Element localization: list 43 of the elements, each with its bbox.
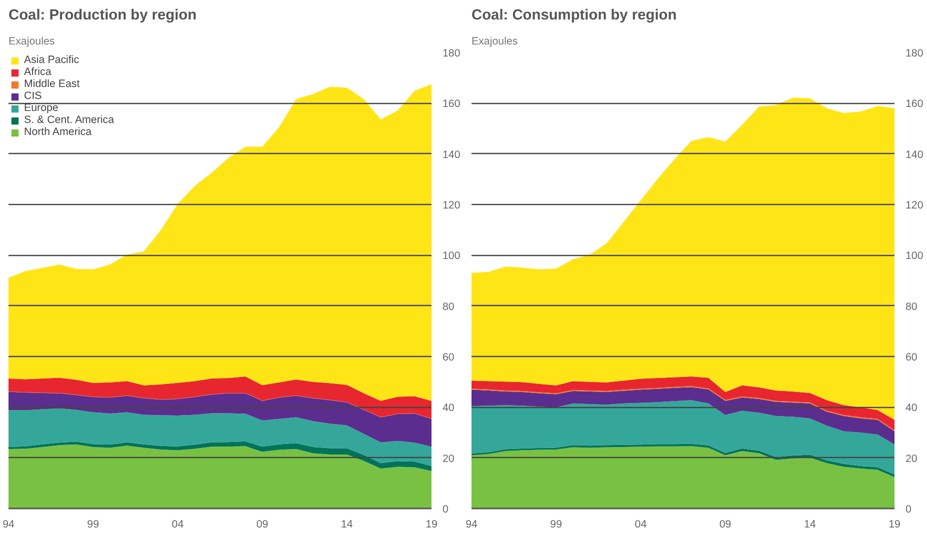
- y-tick-label: 160: [906, 98, 924, 110]
- x-tick-label: 04: [634, 518, 647, 530]
- y-tick-label: 60: [442, 352, 454, 364]
- y-tick-label: 80: [442, 300, 454, 313]
- y-tick-label: 180: [442, 48, 460, 60]
- legend-label: Asia Pacific: [24, 54, 80, 66]
- legend-label: North America: [24, 126, 92, 138]
- legend-label: CIS: [24, 90, 43, 102]
- x-tick-label: 99: [87, 518, 100, 530]
- chart-title: Coal: Production by region: [8, 8, 197, 24]
- y-tick-label: 100: [442, 250, 460, 262]
- x-tick-label: 94: [2, 518, 14, 530]
- y-tick-label: 0: [442, 504, 448, 516]
- legend-label: Middle East: [24, 78, 80, 90]
- x-tick-label: 94: [466, 518, 478, 530]
- chart-subtitle: Exajoules: [472, 36, 518, 48]
- y-tick-label: 120: [906, 200, 924, 212]
- x-tick-label: 09: [719, 518, 732, 530]
- y-tick-label: 140: [906, 148, 924, 161]
- chart-subtitle: Exajoules: [8, 36, 55, 48]
- y-tick-label: 160: [442, 98, 460, 110]
- x-tick-label: 14: [340, 518, 353, 530]
- y-tick-label: 0: [906, 504, 912, 516]
- x-tick-label: 04: [172, 518, 184, 530]
- y-tick-label: 180: [906, 48, 924, 60]
- chart-title: Coal: Consumption by region: [472, 8, 677, 24]
- y-tick-label: 40: [906, 402, 918, 414]
- legend-label: Africa: [24, 66, 52, 78]
- y-tick-label: 80: [906, 300, 918, 313]
- x-tick-label: 14: [804, 518, 816, 530]
- x-tick-label: 99: [550, 518, 562, 530]
- x-tick-label: 19: [426, 518, 438, 530]
- y-tick-label: 120: [442, 200, 460, 212]
- y-tick-label: 60: [906, 352, 918, 364]
- y-tick-label: 140: [442, 148, 460, 161]
- x-tick-label: 09: [256, 518, 268, 530]
- y-tick-label: 100: [906, 250, 924, 262]
- y-tick-label: 20: [442, 452, 454, 465]
- y-tick-label: 40: [442, 402, 454, 414]
- y-tick-label: 20: [906, 452, 918, 465]
- legend-label: Europe: [24, 102, 58, 114]
- x-tick-label: 19: [888, 518, 900, 530]
- legend-label: S. & Cent. America: [24, 114, 114, 126]
